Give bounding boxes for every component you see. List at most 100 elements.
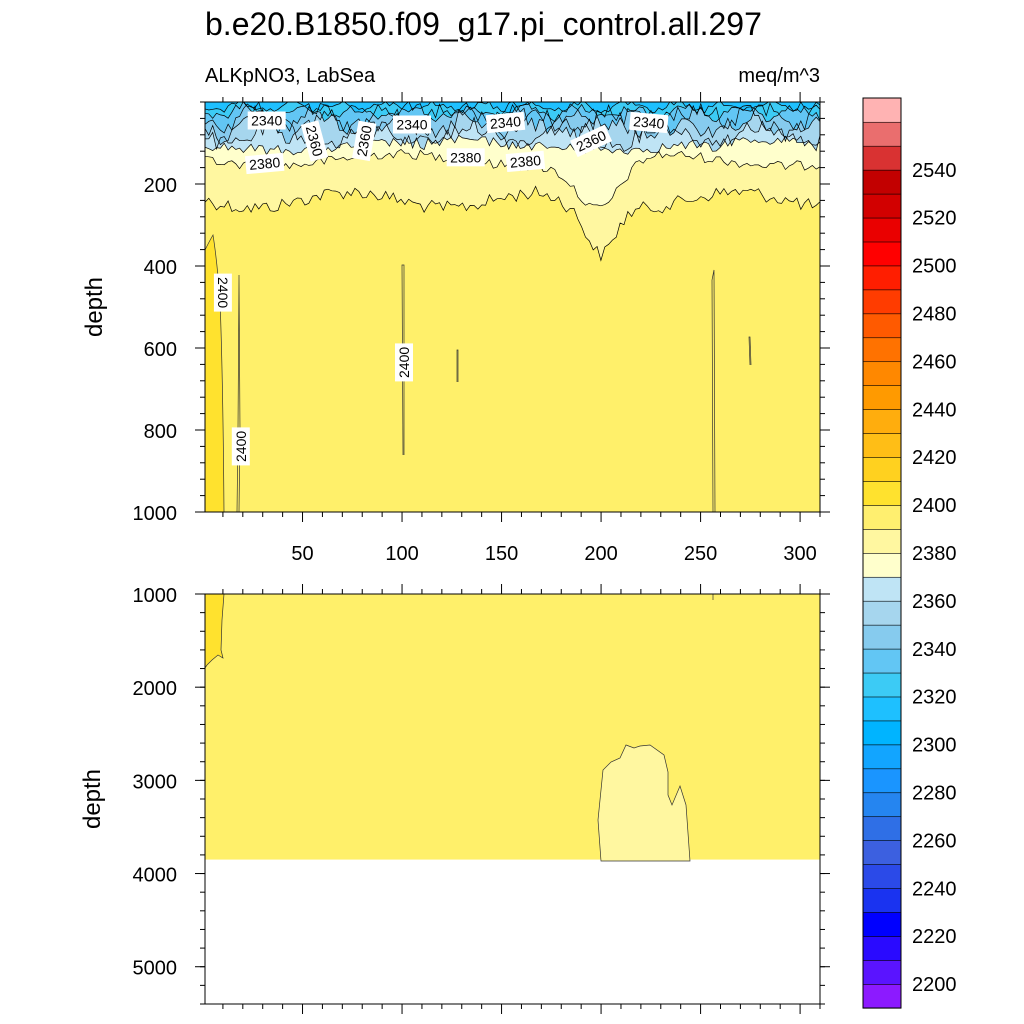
colorbar-frame: [862, 97, 902, 1009]
colorbar-swatch: [862, 289, 902, 315]
colorbar-swatch: [862, 935, 902, 961]
contour-label: 2400: [395, 343, 413, 382]
upper-ylabel: depth: [81, 277, 108, 337]
colorbar-swatch: [862, 97, 902, 123]
contour-label-text: 2400: [396, 347, 412, 378]
chart-title: b.e20.B1850.f09_g17.pi_control.all.297: [205, 6, 762, 42]
colorbar-swatch: [862, 911, 902, 937]
y-tick-label: 3000: [133, 771, 178, 793]
colorbar-tick-label: 2260: [912, 830, 957, 852]
colorbar-tick-label: 2400: [912, 495, 957, 517]
colorbar-tick-label: 2280: [912, 783, 957, 805]
contour-label-text: 2400: [215, 277, 231, 308]
contour-label-box: [231, 427, 250, 466]
colorbar-tick-label: 2240: [912, 878, 957, 900]
colorbar-swatch: [862, 409, 902, 434]
colorbar-tick-label: 2480: [912, 304, 957, 326]
colorbar-tick-label: 2520: [912, 208, 957, 230]
contour-label-text: 2340: [633, 113, 666, 132]
upper-contour-2400-d: [711, 269, 716, 512]
colorbar-swatch: [862, 217, 902, 243]
colorbar-swatch: [862, 121, 902, 147]
colorbar-swatch: [862, 456, 902, 482]
colorbar-swatch: [862, 648, 902, 674]
lower-fill-2400-left: [205, 594, 225, 669]
colorbar-swatch: [862, 840, 902, 865]
colorbar-swatch: [862, 576, 902, 602]
colorbar-swatch: [862, 816, 902, 841]
contour-label-text: 2380: [450, 149, 481, 165]
x-tick-label: 250: [684, 543, 717, 565]
colorbar-swatch: [862, 552, 902, 578]
y-tick-label: 600: [144, 339, 177, 361]
colorbar-swatch: [862, 385, 902, 410]
colorbar-tick-label: 2540: [912, 160, 957, 182]
upper-axes: 200 400 600 800 1000 50 100 150 200 250 300: [133, 92, 830, 565]
x-tick-label: 200: [584, 543, 617, 565]
y-tick-label: 2000: [133, 678, 178, 700]
contour-label-text: 2360: [354, 124, 375, 158]
colorbar-swatch: [862, 959, 902, 985]
contour-label-text: 2340: [489, 113, 522, 132]
contour-label: 2340: [485, 111, 526, 134]
colorbar-swatch: [862, 600, 902, 626]
colorbar-tick-label: 2200: [912, 974, 957, 996]
contour-label: 2380: [244, 152, 285, 175]
x-tick-label: 100: [385, 543, 418, 565]
contour-line-2380: [205, 185, 820, 262]
colorbar-tick-label: 2320: [912, 687, 957, 709]
contour-label-box: [352, 120, 377, 162]
contour-label: 2360: [352, 120, 377, 162]
y-tick-label: 1000: [133, 585, 178, 607]
contour-label-box: [446, 148, 485, 167]
colorbar-swatch: [862, 720, 902, 746]
contour-label-box: [244, 152, 285, 175]
contour-line-2330: [205, 102, 820, 136]
contour-label-box: [505, 150, 546, 173]
x-tick-label: 300: [783, 543, 816, 565]
colorbar-tick-label: 2380: [912, 543, 957, 565]
contour-label-box: [300, 120, 329, 162]
contour-label: 2340: [629, 111, 669, 134]
lower-ylabel: depth: [79, 769, 106, 829]
x-tick-label: 150: [485, 543, 518, 565]
contour-label-box: [570, 124, 613, 158]
contour-label-box: [213, 273, 232, 312]
colorbar-swatch: [862, 792, 902, 818]
y-tick-label: 1000: [133, 503, 178, 525]
y-tick-label: 400: [144, 257, 177, 279]
colorbar-swatch: [862, 193, 902, 219]
colorbar-swatch: [862, 528, 902, 554]
colorbar-swatch: [862, 337, 902, 363]
colorbar-swatch: [862, 983, 902, 1009]
colorbar-swatch: [862, 887, 902, 913]
x-tick-label: 50: [291, 543, 313, 565]
y-tick-label: 4000: [133, 865, 178, 887]
contour-line-2320: [205, 102, 820, 123]
lower-axes: 1000 2000 3000 4000 5000: [133, 584, 830, 1014]
variable-label: ALKpNO3, LabSea: [205, 65, 376, 87]
lower-fill-2390: [205, 594, 820, 860]
contour-label-box: [395, 343, 413, 382]
colorbar-swatch: [862, 864, 902, 889]
contour-label-box: [247, 111, 286, 130]
colorbar-swatch: [862, 744, 902, 770]
contour-label-box: [629, 111, 669, 134]
colorbar-tick-label: 2340: [912, 639, 957, 661]
contour-label-box: [393, 115, 431, 134]
units-label: meq/m^3: [738, 65, 820, 87]
colorbar-tick-label: 2460: [912, 351, 957, 373]
y-tick-label: 800: [144, 421, 177, 443]
colorbar-tick-label: 2500: [912, 256, 957, 278]
colorbar-swatch: [862, 241, 902, 267]
contour-label-text: 2380: [509, 152, 542, 171]
colorbar-tick-label: 2360: [912, 591, 957, 613]
colorbar-swatch: [862, 145, 902, 171]
colorbar-swatch: [862, 768, 902, 794]
upper-contour-2400-c: [456, 349, 459, 382]
contour-label-text: 2340: [396, 117, 427, 133]
colorbar-tick-label: 2300: [912, 735, 957, 757]
colorbar: 2200 2220 2240 2260 2280 2300 2320 2340 2360 2380…: [862, 97, 957, 1009]
